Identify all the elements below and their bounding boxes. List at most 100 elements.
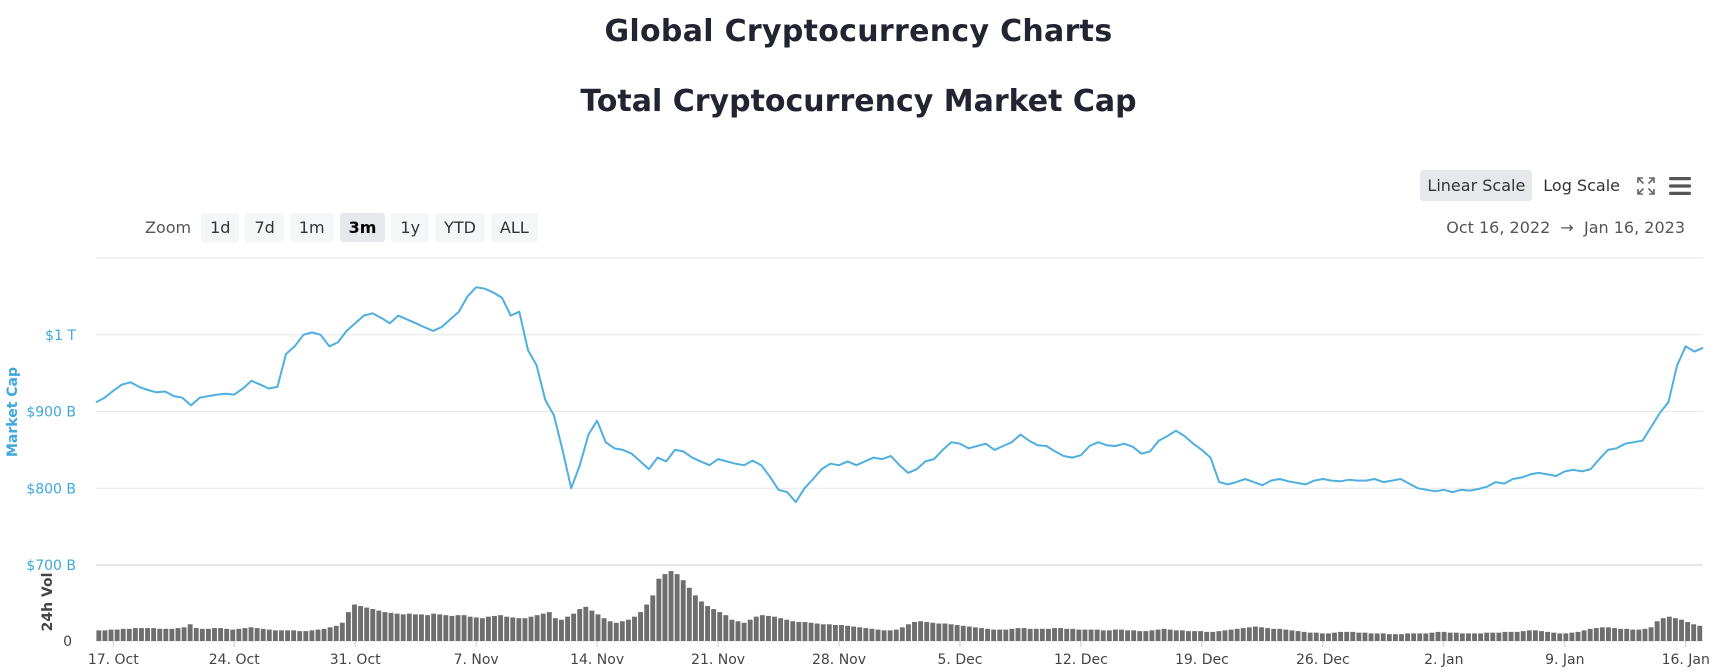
volume-bar — [333, 625, 339, 641]
volume-bar — [1685, 622, 1691, 641]
log-scale-button[interactable]: Log Scale — [1543, 176, 1620, 195]
volume-bar — [796, 622, 802, 641]
volume-bar — [1441, 631, 1447, 641]
date-range-start[interactable]: Oct 16, 2022 — [1446, 218, 1551, 237]
linear-scale-button[interactable]: Linear Scale — [1420, 170, 1533, 201]
volume-bar — [1106, 630, 1112, 641]
volume-bar — [1697, 625, 1703, 641]
volume-bar — [260, 628, 266, 641]
volume-bar — [1064, 628, 1070, 641]
zoom-1y-button[interactable]: 1y — [391, 213, 430, 242]
volume-bar — [266, 629, 272, 641]
volume-bar — [985, 628, 991, 641]
volume-bar — [546, 612, 552, 641]
volume-bar — [778, 618, 784, 641]
volume-bar — [1350, 631, 1356, 641]
zoom-ytd-button[interactable]: YTD — [435, 213, 485, 242]
zoom-7d-button[interactable]: 7d — [245, 213, 284, 242]
volume-bar — [1179, 630, 1185, 641]
volume-bar — [376, 610, 382, 641]
volume-bar — [625, 619, 631, 641]
zoom-label: Zoom — [145, 218, 192, 237]
volume-bar — [1545, 631, 1551, 641]
volume-bar — [236, 628, 242, 641]
zoom-toolbar: Zoom 1d 7d 1m 3m 1y YTD ALL — [145, 213, 538, 242]
volume-bar — [1581, 630, 1587, 641]
volume-bar — [753, 616, 759, 641]
volume-bar — [1198, 631, 1204, 641]
volume-bar — [741, 622, 747, 641]
volume-bar — [991, 629, 997, 641]
volume-bar — [1472, 633, 1477, 641]
x-tick-label: 7. Nov — [454, 652, 499, 668]
volume-bar — [315, 629, 321, 641]
volume-bar — [1246, 627, 1252, 641]
volume-bar — [1636, 629, 1642, 641]
volume-bar — [1021, 628, 1027, 641]
volume-bar — [1185, 631, 1191, 641]
x-tick-label: 12. Dec — [1054, 652, 1108, 668]
volume-bar — [504, 616, 510, 641]
volume-bar — [510, 617, 516, 641]
volume-bar — [1612, 628, 1617, 641]
y-tick-label: $900 B — [26, 405, 76, 421]
volume-bar — [607, 621, 613, 641]
volume-bar — [352, 604, 357, 641]
volume-bar — [1100, 630, 1106, 641]
volume-bar — [461, 615, 467, 641]
volume-bar — [175, 628, 181, 641]
volume-bar — [1508, 631, 1514, 641]
volume-bar — [1216, 631, 1222, 641]
date-range-end[interactable]: Jan 16, 2023 — [1584, 218, 1685, 237]
zoom-1d-button[interactable]: 1d — [201, 213, 240, 242]
volume-bar — [1575, 631, 1581, 641]
volume-bar — [912, 622, 917, 641]
chart-menu-button[interactable] — [1665, 171, 1695, 201]
volume-bar — [765, 615, 771, 641]
volume-bar — [279, 630, 284, 641]
volume-bar — [1429, 632, 1435, 641]
zoom-1m-button[interactable]: 1m — [289, 213, 334, 242]
volume-bar — [1301, 631, 1307, 641]
volume-bar — [1131, 630, 1137, 641]
volume-bar — [455, 615, 461, 641]
volume-bar — [1417, 633, 1423, 641]
volume-bar — [1496, 632, 1502, 641]
volume-bar — [364, 607, 370, 641]
volume-bar — [1033, 628, 1039, 641]
fullscreen-button[interactable] — [1631, 171, 1661, 201]
volume-bar — [1563, 633, 1569, 641]
volume-bar — [126, 628, 132, 641]
volume-bar — [905, 624, 911, 641]
volume-bar — [1593, 628, 1599, 641]
zoom-all-button[interactable]: ALL — [490, 213, 538, 242]
volume-bar — [224, 628, 230, 641]
volume-bar — [230, 629, 236, 641]
volume-bar — [577, 609, 583, 641]
volume-bar — [1362, 632, 1368, 641]
volume-bar — [1502, 631, 1508, 641]
volume-bar — [552, 618, 558, 641]
volume-bar — [1204, 631, 1210, 641]
volume-bar — [1119, 629, 1124, 641]
x-tick-label: 24. Oct — [209, 652, 260, 668]
volume-bar — [583, 606, 589, 641]
volume-bar — [662, 574, 668, 641]
zoom-3m-button[interactable]: 3m — [339, 213, 386, 242]
volume-bar — [899, 627, 905, 641]
volume-bar — [163, 628, 169, 641]
volume-bar — [254, 628, 260, 641]
volume-bar — [321, 628, 327, 641]
volume-bar — [1666, 616, 1672, 641]
volume-bar — [863, 628, 869, 641]
volume-bar — [1271, 628, 1277, 641]
volume-bar — [1289, 630, 1295, 641]
volume-bar — [881, 630, 887, 641]
volume-bar — [297, 631, 303, 641]
volume-bar — [692, 595, 698, 641]
volume-bar — [1484, 632, 1490, 641]
volume-bar — [212, 628, 217, 641]
volume-bar — [157, 628, 163, 641]
x-tick-label: 31. Oct — [330, 652, 381, 668]
